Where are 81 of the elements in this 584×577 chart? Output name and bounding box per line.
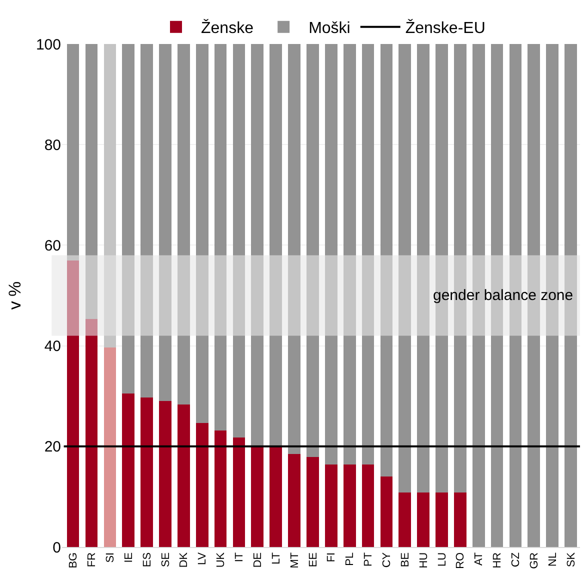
x-tick-label: IE <box>122 552 135 563</box>
bar <box>122 44 135 394</box>
x-tick-label: PT <box>362 552 375 566</box>
x-tick-label: NL <box>546 552 559 566</box>
bar <box>398 492 412 547</box>
bar <box>362 464 374 547</box>
bar <box>380 476 393 547</box>
bar <box>362 44 374 465</box>
x-tick-label: DE <box>252 552 264 568</box>
x-tick-label: RO <box>454 552 467 569</box>
x-tick-label: AT <box>473 552 486 566</box>
x-tick-label: LU <box>436 552 448 566</box>
bar <box>196 44 208 423</box>
bar <box>417 492 430 547</box>
bar <box>306 456 319 547</box>
bar <box>104 44 116 348</box>
y-tick-label: 20 <box>44 438 61 456</box>
bar <box>196 422 208 547</box>
y-tick-label: 40 <box>44 338 61 356</box>
bar <box>251 446 264 547</box>
bar <box>454 492 466 547</box>
x-tick-label: SI <box>104 552 117 563</box>
bar <box>270 44 282 446</box>
x-tick-label: SK <box>565 552 578 568</box>
bar <box>104 347 116 547</box>
bar <box>398 44 412 493</box>
x-tick-label: HR <box>492 552 504 568</box>
legend-label: Moški <box>308 20 350 38</box>
x-tick-label: IT <box>234 552 246 562</box>
x-tick-label: CZ <box>510 552 522 568</box>
bar <box>343 464 356 547</box>
bar <box>159 44 172 402</box>
x-tick-label: HU <box>418 552 430 568</box>
bar <box>66 260 80 547</box>
bar <box>343 44 356 465</box>
legend-label: Ženske-EU <box>405 19 486 38</box>
bar <box>232 44 246 438</box>
bar <box>288 454 300 547</box>
x-tick-label: MT <box>288 552 301 568</box>
x-tick-label: CY <box>381 552 394 568</box>
x-tick-label: DK <box>178 552 190 568</box>
legend-label: Ženske <box>201 19 254 38</box>
bar <box>214 44 227 430</box>
y-tick-label: 100 <box>36 36 61 54</box>
bar <box>417 44 430 493</box>
bar <box>140 398 153 547</box>
y-axis-title: v % <box>6 281 25 310</box>
bar <box>66 44 80 260</box>
bar <box>177 404 190 547</box>
x-tick-label: ES <box>141 552 154 568</box>
bar <box>306 44 319 457</box>
band-label: gender balance zone <box>433 287 574 304</box>
bar <box>122 394 135 547</box>
y-tick-label: 60 <box>44 237 61 254</box>
bar <box>85 319 98 547</box>
x-tick-label: EE <box>307 552 320 568</box>
x-tick-label: FR <box>86 552 98 568</box>
bar <box>177 44 190 405</box>
bar <box>232 437 246 547</box>
bar <box>288 44 300 454</box>
bar <box>251 44 264 446</box>
bar <box>436 492 448 547</box>
x-tick-label: BE <box>399 552 412 568</box>
bar <box>380 44 393 477</box>
x-tick-label: BG <box>68 552 80 568</box>
x-tick-label: FI <box>326 552 338 562</box>
x-tick-label: LT <box>270 552 282 564</box>
bar <box>214 430 227 547</box>
x-tick-label: LV <box>196 552 209 566</box>
bar <box>140 44 153 398</box>
bar <box>85 44 98 320</box>
bar <box>324 464 338 547</box>
x-tick-label: GR <box>528 552 540 569</box>
y-tick-label: 80 <box>44 136 61 154</box>
bar <box>159 401 172 547</box>
x-tick-label: PL <box>344 552 356 566</box>
x-tick-label: SE <box>160 552 172 568</box>
x-tick-label: UK <box>215 552 228 568</box>
y-tick-label: 0 <box>52 539 61 556</box>
bar <box>324 44 338 465</box>
bar <box>270 446 282 547</box>
